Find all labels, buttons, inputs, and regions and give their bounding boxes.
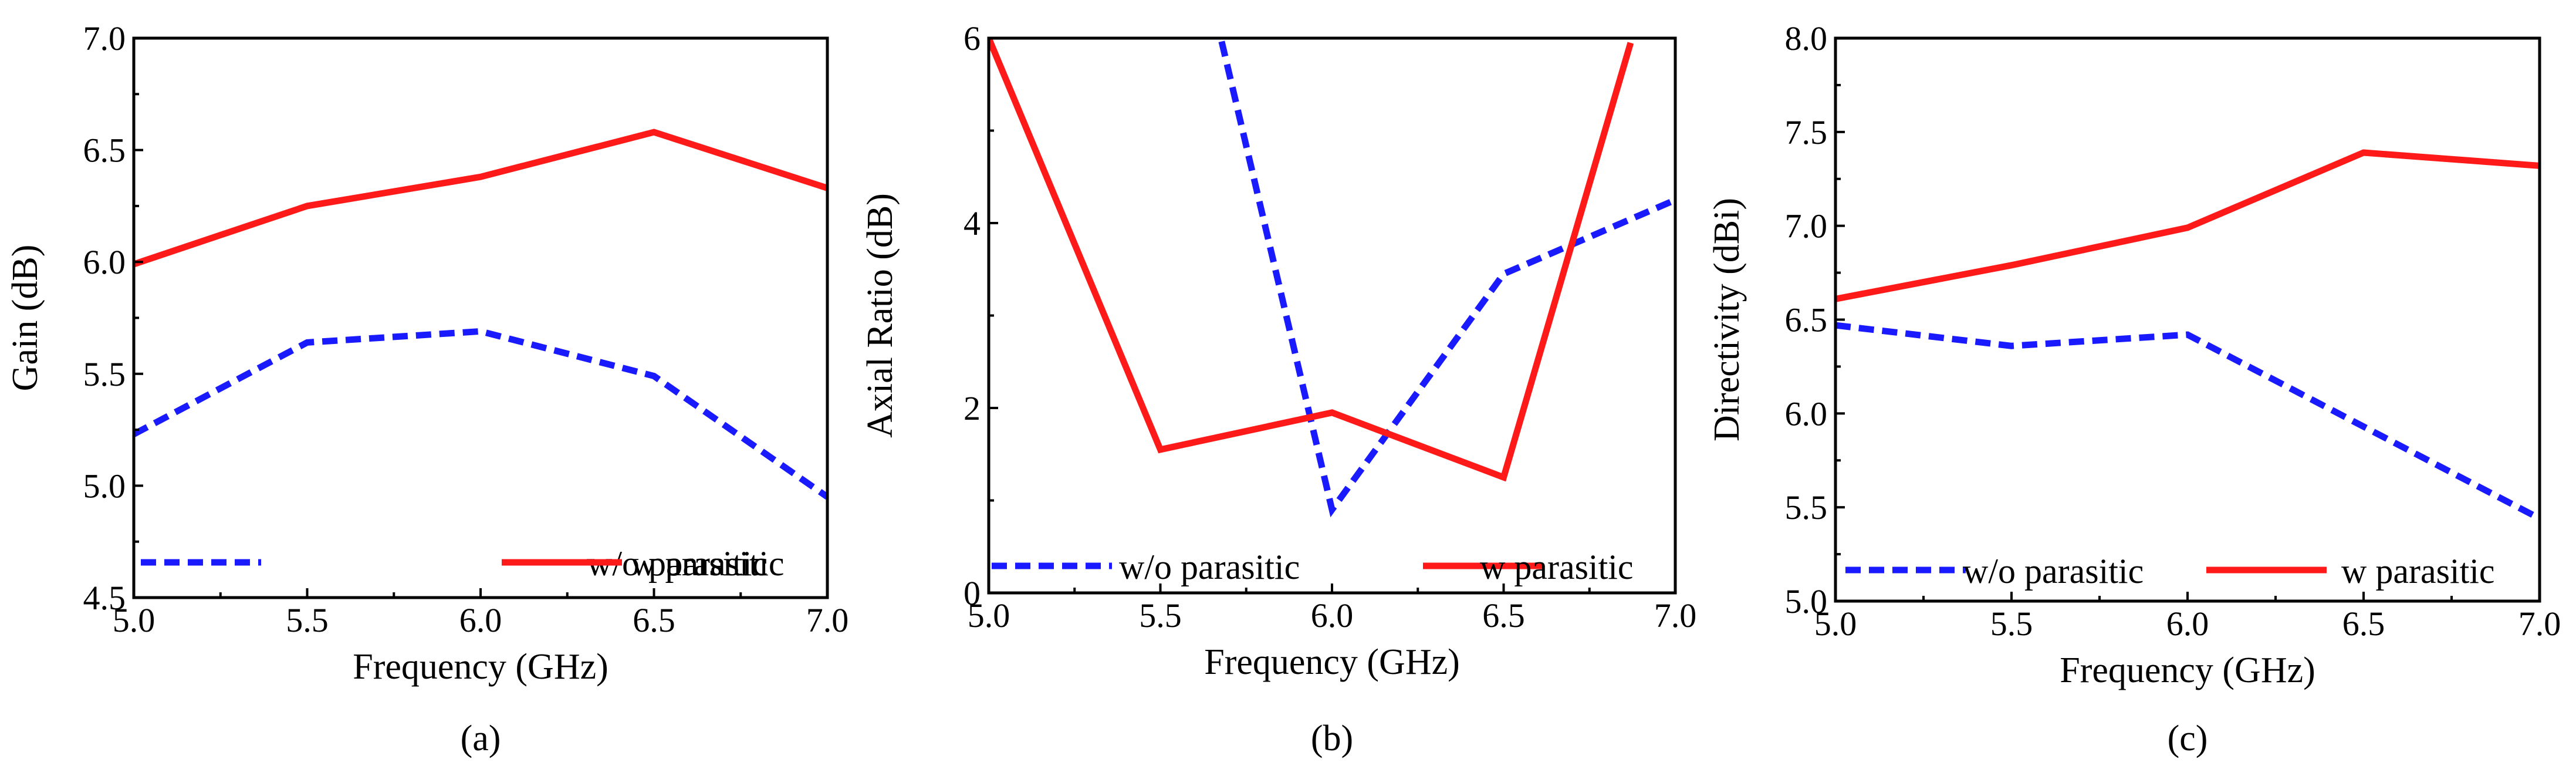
x-tick-label: 7.0 — [1654, 596, 1697, 635]
x-tick-label: 5.0 — [968, 596, 1010, 635]
x-axis-label: Frequency (GHz) — [353, 647, 608, 687]
y-tick-label: 6.5 — [83, 131, 126, 170]
y-axis-label: Gain (dB) — [5, 245, 45, 392]
plot-frame — [132, 36, 829, 599]
y-tick-label: 5.5 — [83, 355, 126, 393]
panel-label: (a) — [461, 719, 501, 758]
x-tick-label: 5.0 — [113, 601, 155, 639]
panel-label: (c) — [2168, 719, 2208, 758]
y-tick-label: 7.0 — [1785, 207, 1828, 245]
y-tick-label: 7.0 — [83, 19, 126, 58]
chart-panel: 5.0 5.5 6.0 6.5 7.04.55.05.56.06.57.0Frequen… — [5, 19, 848, 758]
y-tick-label: 5.5 — [1785, 488, 1828, 527]
legend-label-with-parasitic: w parasitic — [1480, 548, 1634, 586]
series-line-without-parasitic — [1217, 38, 1675, 518]
x-tick-label: 6.0 — [1311, 596, 1354, 635]
y-tick-label: 6.0 — [1785, 394, 1828, 433]
x-tick-label: 6.0 — [459, 601, 502, 639]
y-tick-label: 6.5 — [1785, 301, 1828, 339]
legend: w/o parasitic w parasitic — [992, 548, 1634, 586]
chart-panel: 5.0 5.5 6.0 6.5 7.0 0 2 4 6 Frequency (GHz) Axial … — [860, 19, 1697, 758]
x-axis-label: Frequency (GHz) — [2060, 650, 2315, 690]
x-tick-label: 5.0 — [1814, 605, 1857, 643]
x-tick-label: 6.5 — [633, 601, 675, 639]
legend-label-without-parasitic: w/o parasitic — [1963, 552, 2144, 591]
y-axis-label: Directivity (dBi) — [1707, 198, 1747, 441]
legend-label-with-parasitic: w parasitic — [2341, 552, 2495, 591]
y-tick-label: 8.0 — [1785, 19, 1828, 58]
y-tick-label: 2 — [964, 389, 981, 427]
y-tick-label: 5.0 — [83, 467, 126, 505]
x-tick-label: 7.0 — [2518, 605, 2561, 643]
x-tick-label: 6.5 — [2342, 605, 2385, 643]
series-line-without-parasitic — [1835, 322, 2540, 522]
x-tick-label: 7.0 — [806, 601, 849, 639]
chart-panel: 5.0 5.5 6.0 6.5 7.0 5.0 5.5 6.0 6.5 7.0 7.5 8.0 Freq… — [1707, 19, 2561, 758]
x-tick-label: 6.5 — [1482, 596, 1525, 635]
x-axis-label: Frequency (GHz) — [1204, 642, 1460, 682]
legend-label-with-parasitic: w parasitic — [631, 544, 785, 583]
y-tick-label: 7.5 — [1785, 113, 1828, 151]
y-tick-label: 6.0 — [83, 243, 126, 281]
series-line-without-parasitic — [134, 328, 827, 500]
panel-label: (b) — [1311, 719, 1353, 758]
x-tick-label: 5.5 — [1990, 605, 2033, 643]
legend: w/o parasitic w parasitic — [1845, 552, 2495, 591]
y-axis-label: Axial Ratio (dB) — [860, 193, 900, 438]
legend-label-without-parasitic: w/o parasitic — [1119, 548, 1300, 586]
series-line-with-parasitic — [1835, 149, 2540, 302]
x-tick-label: 6.0 — [2166, 605, 2209, 643]
y-tick-label: 0 — [964, 574, 981, 612]
series-line-with-parasitic — [134, 129, 827, 268]
series-line-with-parasitic — [989, 38, 1634, 482]
x-tick-label: 5.5 — [1139, 596, 1182, 635]
y-tick-label: 4 — [964, 204, 981, 242]
x-tick-label: 5.5 — [286, 601, 329, 639]
y-tick-label: 4.5 — [83, 579, 126, 617]
y-tick-label: 5.0 — [1785, 582, 1828, 620]
plot-frame — [1834, 36, 2541, 603]
y-tick-label: 6 — [964, 19, 981, 58]
